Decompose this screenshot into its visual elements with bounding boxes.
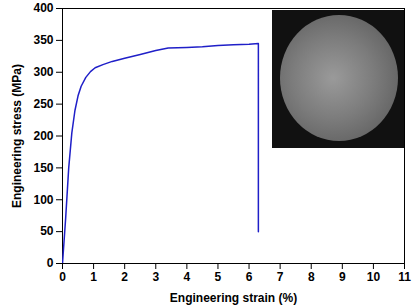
svg-text:7: 7 [277,270,284,284]
svg-text:6: 6 [246,270,253,284]
svg-text:2: 2 [121,270,128,284]
svg-text:350: 350 [33,33,53,47]
svg-text:3: 3 [152,270,159,284]
svg-text:100: 100 [33,193,53,207]
svg-text:9: 9 [339,270,346,284]
svg-text:50: 50 [40,224,54,238]
svg-text:0: 0 [47,256,54,270]
svg-text:11: 11 [398,270,411,284]
svg-text:200: 200 [33,129,53,143]
svg-text:150: 150 [33,161,53,175]
svg-text:10: 10 [367,270,381,284]
svg-text:400: 400 [33,1,53,15]
svg-text:300: 300 [33,65,53,79]
svg-text:4: 4 [184,270,191,284]
svg-text:1: 1 [90,270,97,284]
svg-text:5: 5 [215,270,222,284]
svg-text:0: 0 [59,270,66,284]
svg-text:250: 250 [33,97,53,111]
svg-text:Engineering stress (MPa): Engineering stress (MPa) [10,64,24,208]
svg-text:8: 8 [308,270,315,284]
svg-text:Engineering strain (%): Engineering strain (%) [170,291,297,305]
